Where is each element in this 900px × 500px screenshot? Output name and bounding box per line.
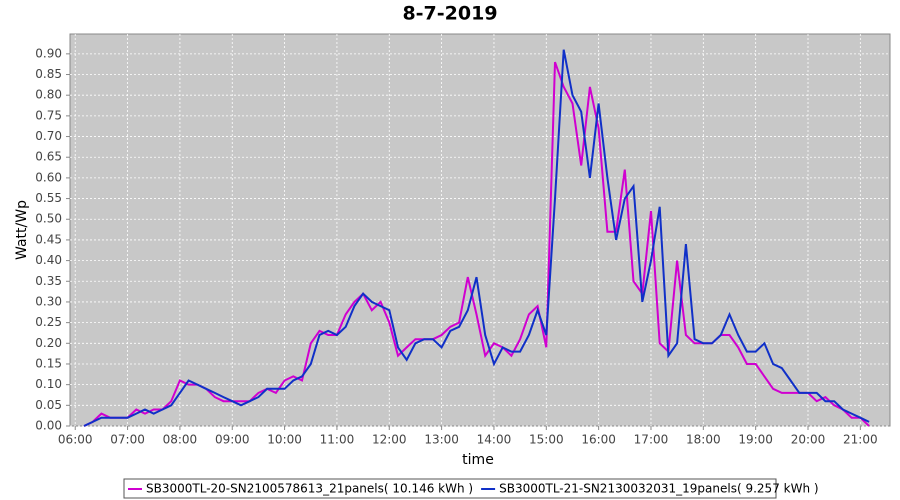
x-tick-label: 21:00 — [843, 433, 878, 447]
x-axis-label: time — [462, 452, 494, 468]
y-tick-label: 0.75 — [35, 108, 62, 122]
x-tick-label: 14:00 — [477, 433, 512, 447]
x-tick-label: 20:00 — [791, 433, 826, 447]
x-tick-label: 09:00 — [215, 433, 250, 447]
x-tick-label: 11:00 — [320, 433, 355, 447]
y-tick-label: 0.85 — [35, 67, 62, 81]
x-tick-label: 18:00 — [686, 433, 721, 447]
y-tick-label: 0.30 — [35, 294, 62, 308]
y-tick-label: 0.05 — [35, 398, 62, 412]
x-tick-label: 10:00 — [267, 433, 302, 447]
y-tick-label: 0.70 — [35, 129, 62, 143]
x-tick-label: 07:00 — [110, 433, 145, 447]
series-line — [83, 61, 870, 427]
y-tick-label: 0.15 — [35, 356, 62, 370]
y-tick-label: 0.90 — [35, 46, 62, 60]
legend — [123, 478, 777, 499]
y-tick-label: 0.40 — [35, 253, 62, 267]
legend-label: SB3000TL-21-SN2130032031_19panels( 9.257… — [499, 482, 818, 496]
x-tick-label: 16:00 — [581, 433, 616, 447]
plot-area — [69, 33, 891, 427]
y-tick-label: 0.00 — [35, 419, 62, 433]
x-tick-label: 17:00 — [634, 433, 669, 447]
x-tick-label: 06:00 — [58, 433, 93, 447]
x-tick-label: 08:00 — [163, 433, 198, 447]
y-tick-label: 0.60 — [35, 170, 62, 184]
y-tick-label: 0.25 — [35, 315, 62, 329]
y-tick-label: 0.20 — [35, 336, 62, 350]
legend-label: SB3000TL-20-SN2100578613_21panels( 10.14… — [146, 482, 473, 496]
x-tick-label: 15:00 — [529, 433, 564, 447]
x-tick-label: 19:00 — [738, 433, 773, 447]
y-tick-label: 0.80 — [35, 88, 62, 102]
chart-title: 8-7-2019 — [402, 3, 497, 25]
x-tick-label: 13:00 — [424, 433, 459, 447]
series-line — [83, 49, 870, 427]
y-tick-label: 0.35 — [35, 274, 62, 288]
y-axis-label: Watt/Wp — [14, 200, 30, 260]
y-tick-label: 0.65 — [35, 150, 62, 164]
y-tick-label: 0.45 — [35, 232, 62, 246]
y-tick-label: 0.10 — [35, 377, 62, 391]
x-tick-label: 12:00 — [372, 433, 407, 447]
y-tick-label: 0.50 — [35, 212, 62, 226]
y-tick-label: 0.55 — [35, 191, 62, 205]
